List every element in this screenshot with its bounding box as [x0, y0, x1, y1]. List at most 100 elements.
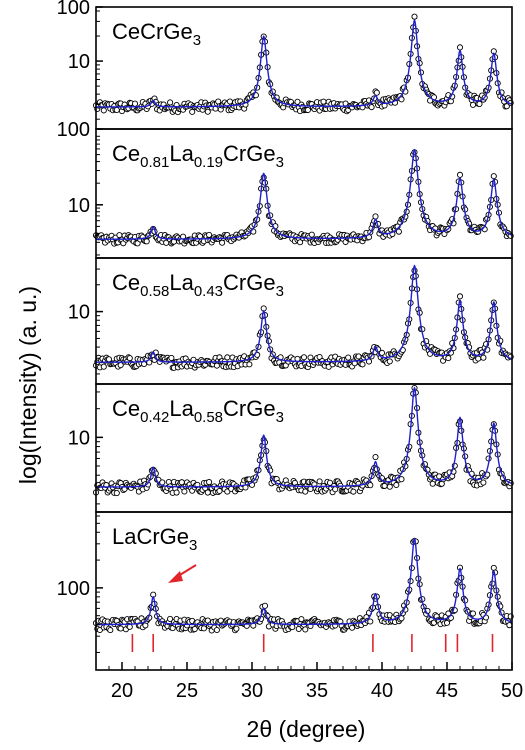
- data-point: [469, 101, 477, 108]
- data-point: [350, 488, 357, 495]
- data-point: [219, 239, 226, 246]
- data-point: [131, 100, 139, 107]
- data-point: [398, 476, 405, 483]
- data-point: [368, 104, 375, 111]
- data-point: [456, 44, 464, 51]
- data-point: [233, 625, 240, 632]
- data-point: [246, 361, 253, 368]
- data-point: [393, 481, 400, 489]
- data-point: [100, 107, 107, 114]
- data-point: [302, 488, 309, 495]
- data-point: [173, 489, 180, 496]
- panel-2: 10 100 Ce0.81La0.19CrGe3: [57, 119, 514, 259]
- data-point: [206, 479, 213, 486]
- data-point: [456, 171, 464, 178]
- data-point: [367, 482, 374, 489]
- data-point: [386, 358, 393, 365]
- data-point: [349, 624, 356, 631]
- data-point: [189, 108, 196, 115]
- data-point: [107, 627, 114, 634]
- x-tick-label: 20: [111, 680, 133, 702]
- fit-line: [96, 537, 513, 626]
- panel-1: 10 100 CeCrGe3: [57, 0, 514, 130]
- data-point: [345, 354, 352, 361]
- data-point: [332, 486, 339, 493]
- data-point: [316, 478, 323, 485]
- panel-label: Ce0.81La0.19CrGe3: [112, 141, 284, 171]
- y-tick-label: 100: [57, 119, 90, 141]
- y-tick-label: 10: [68, 51, 90, 73]
- data-point: [204, 108, 211, 115]
- data-point: [372, 453, 379, 461]
- data-point: [113, 106, 120, 114]
- y-axis-title: log(Intensity) (a. u.): [15, 286, 41, 484]
- data-point: [100, 363, 107, 370]
- data-point: [503, 103, 510, 110]
- data-point: [167, 99, 174, 106]
- fit-line: [96, 148, 513, 240]
- data-point: [126, 355, 133, 362]
- data-point: [200, 625, 207, 632]
- arrow-head: [168, 571, 183, 583]
- panels-group: 10 100 CeCrGe3 10 100 Ce0.81La0.19CrGe3 10 Ce0.…: [57, 0, 514, 671]
- data-point: [429, 480, 436, 487]
- panel-label: LaCrGe3: [112, 524, 197, 554]
- data-point: [213, 362, 220, 369]
- y-tick-label: 100: [57, 578, 90, 600]
- data-point: [298, 616, 305, 623]
- y-tick-label: 100: [57, 0, 90, 19]
- panel-label: CeCrGe3: [112, 19, 201, 49]
- fit-line: [96, 19, 513, 108]
- data-point: [216, 487, 223, 495]
- data-point: [167, 615, 174, 623]
- x-axis: 20 25 30 35 40 45 50: [95, 662, 523, 702]
- data-point: [398, 96, 405, 103]
- data-point: [297, 239, 304, 246]
- data-point: [378, 349, 386, 356]
- data-point: [367, 618, 374, 625]
- panel-label: Ce0.42La0.58CrGe3: [112, 396, 284, 426]
- data-point: [372, 213, 379, 220]
- data-point: [469, 610, 477, 617]
- x-tick-label: 50: [501, 680, 523, 702]
- panel-label: Ce0.58La0.43CrGe3: [112, 270, 284, 300]
- data-point: [300, 354, 308, 361]
- x-axis-title: 2θ (degree): [247, 716, 366, 742]
- x-tick-label: 45: [436, 680, 458, 702]
- arrow-annotation: [168, 564, 197, 583]
- data-point: [206, 231, 213, 238]
- panel-4: 10 Ce0.42La0.58CrGe3: [68, 383, 514, 513]
- y-tick-label: 10: [68, 195, 90, 217]
- data-point: [261, 602, 269, 609]
- data-point: [355, 353, 362, 360]
- data-point: [204, 489, 211, 496]
- data-point: [126, 623, 133, 630]
- data-point: [480, 479, 487, 486]
- data-point: [373, 89, 380, 96]
- data-point: [117, 625, 124, 632]
- data-point: [480, 354, 487, 361]
- data-points: [92, 537, 514, 634]
- data-point: [386, 483, 393, 490]
- y-tick-label: 10: [68, 302, 90, 324]
- data-point: [226, 98, 233, 105]
- fit-line: [96, 264, 513, 363]
- data-point: [224, 354, 231, 361]
- data-point: [168, 354, 175, 361]
- data-point: [411, 13, 418, 20]
- data-point: [302, 626, 309, 633]
- x-tick-label: 25: [176, 680, 198, 702]
- data-point: [475, 355, 482, 362]
- data-point: [289, 624, 296, 631]
- data-point: [443, 619, 451, 626]
- data-point: [308, 231, 315, 238]
- x-tick-label: 35: [306, 680, 328, 702]
- data-point: [359, 361, 366, 368]
- x-tick-label: 40: [371, 680, 393, 702]
- data-point: [196, 233, 204, 240]
- data-point: [181, 488, 188, 495]
- data-point: [113, 489, 120, 497]
- data-point: [395, 228, 402, 235]
- data-point: [191, 625, 198, 633]
